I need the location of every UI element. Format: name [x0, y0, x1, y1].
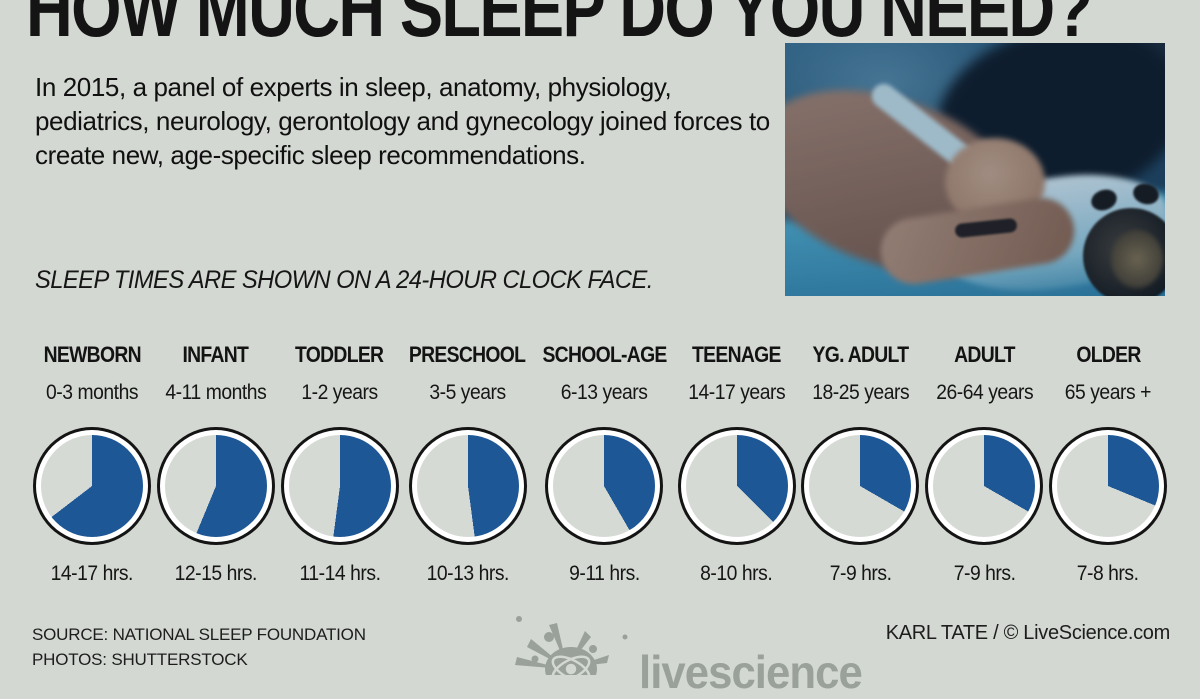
clock-white-ring	[928, 430, 1041, 542]
age-range-label: 26-64 years	[935, 381, 1033, 404]
age-group-toddler: TODDLER 1-2 years 11-14 hrs.	[278, 342, 402, 586]
hours-label: 12-15 hrs.	[174, 562, 258, 585]
sleep-wedge-pie	[553, 435, 656, 537]
age-group-label: NEWBORN	[43, 342, 141, 367]
clock-explainer-note: SLEEP TIMES ARE SHOWN ON A 24-HOUR CLOCK…	[35, 266, 653, 294]
age-group-school-age: SCHOOL-AGE 6-13 years 9-11 hrs.	[534, 342, 675, 586]
age-group-older: OLDER 65 years + 7-8 hrs.	[1046, 342, 1170, 586]
sleep-wedge-pie	[685, 435, 788, 537]
clock-white-ring	[159, 430, 272, 542]
sleep-wedge-pie	[1057, 435, 1160, 537]
clock-white-ring	[680, 430, 793, 542]
age-group-label: OLDER	[1075, 342, 1141, 367]
intro-paragraph: In 2015, a panel of experts in sleep, an…	[35, 72, 770, 170]
age-group-preschool: PRESCHOOL 3-5 years 10-13 hrs.	[401, 342, 533, 586]
clock-white-ring	[548, 430, 661, 542]
age-range-label: 0-3 months	[45, 381, 139, 404]
hours-label: 8-10 hrs.	[700, 562, 774, 585]
sleep-wedge-pie	[288, 435, 391, 537]
clock-24h-icon	[408, 427, 527, 545]
age-range-label: 14-17 years	[688, 381, 786, 404]
age-group-label: YG. ADULT	[812, 342, 910, 367]
livescience-logo-text: livescience	[639, 646, 863, 698]
source-credit: SOURCE: NATIONAL SLEEP FOUNDATION PHOTOS…	[32, 623, 366, 672]
hours-label: 10-13 hrs.	[426, 562, 509, 585]
hours-label: 7-9 hrs.	[953, 562, 1016, 585]
sleep-wedge-pie	[40, 435, 143, 537]
photo-alarm-clock-face	[1111, 230, 1163, 288]
sleep-wedge-pie	[416, 435, 519, 537]
ink-splat-atom-icon	[515, 616, 628, 675]
age-group-adult: ADULT 26-64 years 7-9 hrs.	[922, 342, 1046, 586]
age-group-infant: INFANT 4-11 months 12-15 hrs.	[154, 342, 278, 586]
hours-label: 7-8 hrs.	[1077, 562, 1139, 585]
clock-24h-icon	[1049, 427, 1168, 545]
sleep-wedge-pie	[933, 435, 1036, 537]
age-group-teenage: TEENAGE 14-17 years 8-10 hrs.	[675, 342, 799, 586]
livescience-logo: livescience	[497, 607, 897, 698]
age-group-label: TODDLER	[295, 342, 384, 367]
sleeping-woman-photo	[785, 43, 1165, 296]
page-title: HOW MUCH SLEEP DO YOU NEED?	[26, 0, 1093, 53]
clock-24h-icon	[925, 427, 1044, 545]
age-range-label: 4-11 months	[165, 381, 267, 404]
age-group-yg-adult: YG. ADULT 18-25 years 7-9 hrs.	[799, 342, 923, 586]
clock-white-ring	[411, 430, 524, 542]
clock-24h-icon	[677, 427, 796, 545]
clock-24h-icon	[801, 427, 920, 545]
age-range-label: 18-25 years	[811, 381, 909, 404]
clock-white-ring	[35, 430, 148, 542]
author-credit: KARL TATE / © LiveScience.com	[885, 622, 1171, 644]
clock-white-ring	[804, 430, 917, 542]
hours-label: 14-17 hrs.	[50, 562, 134, 585]
age-group-label: TEENAGE	[692, 342, 781, 367]
age-range-label: 6-13 years	[560, 381, 648, 404]
clock-24h-icon	[156, 427, 275, 545]
sleep-wedge-pie	[164, 435, 267, 537]
source-line: SOURCE: NATIONAL SLEEP FOUNDATION	[32, 625, 366, 644]
clock-white-ring	[283, 430, 396, 542]
sleep-wedge-pie	[809, 435, 912, 537]
age-group-label: INFANT	[182, 342, 249, 367]
hours-label: 11-14 hrs.	[299, 562, 381, 585]
photos-line: PHOTOS: SHUTTERSTOCK	[32, 649, 248, 669]
age-group-label: PRESCHOOL	[409, 342, 526, 367]
age-range-label: 3-5 years	[429, 381, 506, 404]
hours-label: 7-9 hrs.	[829, 562, 892, 585]
photo-blue-tint	[785, 43, 1165, 296]
age-range-label: 1-2 years	[301, 381, 378, 404]
age-group-newborn: NEWBORN 0-3 months 14-17 hrs.	[30, 342, 154, 586]
age-range-label: 65 years +	[1064, 381, 1152, 404]
clock-24h-icon	[32, 427, 151, 545]
age-group-label: SCHOOL-AGE	[542, 342, 667, 367]
clock-24h-icon	[545, 427, 664, 545]
age-group-label: ADULT	[953, 342, 1015, 367]
age-groups-grid: NEWBORN 0-3 months 14-17 hrs. INFANT 4-1…	[30, 342, 1170, 586]
clock-24h-icon	[280, 427, 399, 545]
clock-white-ring	[1052, 430, 1165, 542]
hours-label: 9-11 hrs.	[568, 562, 640, 585]
